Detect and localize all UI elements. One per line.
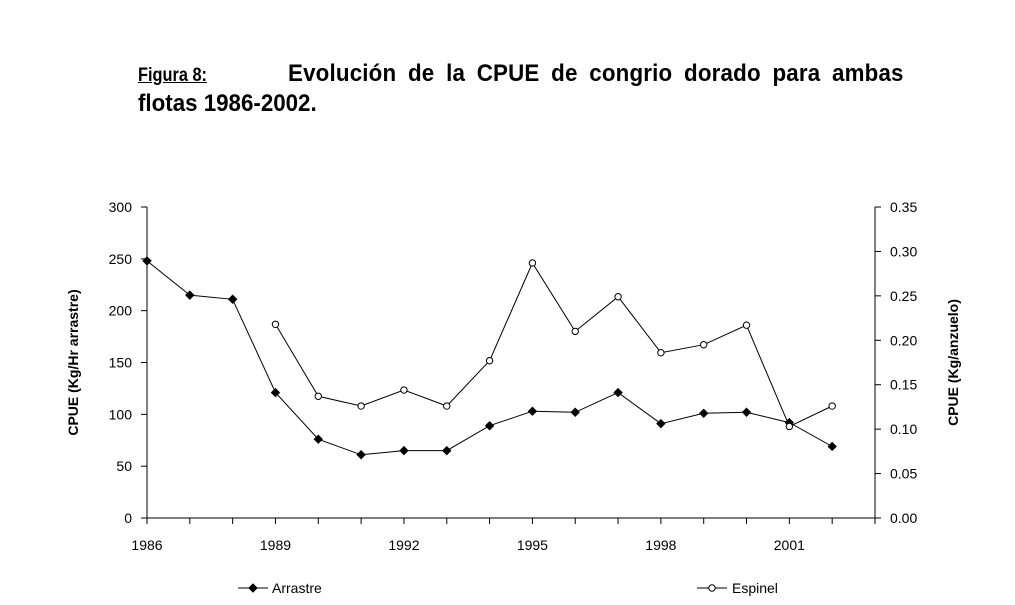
right-y-tick-label: 0.30 <box>890 243 917 259</box>
data-point-arrastre <box>399 445 409 456</box>
data-point-arrastre <box>442 445 452 456</box>
left-axis-title: CPUE (Kg/Hr arrastre) <box>65 289 81 435</box>
legend-label-arrastre: Arrastre <box>272 580 322 596</box>
left-y-tick-label: 100 <box>109 406 133 422</box>
series-line-espinel <box>275 261 833 428</box>
right-y-tick-label: 0.15 <box>890 377 917 393</box>
data-point-arrastre <box>827 441 837 452</box>
data-point-espinel <box>314 392 322 400</box>
caption-line-1: Figura 8: Evolución de la CPUE de congri… <box>138 60 950 88</box>
data-point-arrastre <box>270 387 281 398</box>
x-tick-label: 2001 <box>774 537 805 553</box>
left-y-tick-label: 250 <box>109 251 133 267</box>
figure-label: Figura 8: <box>138 65 208 86</box>
right-axis-title: CPUE (Kg/anzuelo) <box>945 299 961 426</box>
right-y-tick-label: 0.05 <box>890 466 917 482</box>
data-point-espinel <box>785 422 794 431</box>
data-point-arrastre <box>656 418 666 429</box>
data-point-espinel <box>614 293 622 301</box>
series-layer <box>142 256 837 460</box>
data-point-arrastre <box>570 407 580 417</box>
left-y-tick-label: 150 <box>109 355 133 371</box>
legend-marker-arrastre <box>248 583 258 593</box>
right-y-tick-label: 0.10 <box>890 421 917 437</box>
data-point-arrastre <box>313 434 324 444</box>
right-y-tick-label: 0.20 <box>890 332 917 348</box>
x-tick-label: 1986 <box>131 537 162 553</box>
legend-label-espinel: Espinel <box>732 580 778 596</box>
right-y-tick-label: 0.00 <box>890 510 917 526</box>
data-point-arrastre <box>356 450 366 460</box>
right-y-tick-label: 0.35 <box>890 199 917 215</box>
data-point-arrastre <box>613 387 623 398</box>
data-point-arrastre <box>227 294 238 304</box>
data-point-espinel <box>400 386 408 394</box>
left-y-tick-label: 200 <box>109 303 133 319</box>
data-point-espinel <box>528 259 537 267</box>
data-point-espinel <box>357 402 365 410</box>
data-point-arrastre <box>142 256 152 266</box>
axes: 0 50 100 150 200 250 300 0.00 0.05 0.10 0.15 0.20 0.… <box>65 199 961 553</box>
left-y-tick-label: 50 <box>116 458 132 474</box>
right-y-tick-label: 0.25 <box>890 288 917 304</box>
x-tick-label: 1998 <box>645 537 676 553</box>
x-tick-label: 1989 <box>260 537 291 553</box>
figure-title-line-2: flotas 1986-2002. <box>138 90 317 117</box>
data-point-arrastre <box>527 406 538 416</box>
data-point-espinel <box>485 357 494 365</box>
data-point-arrastre <box>484 421 495 431</box>
left-y-tick-label: 0 <box>124 510 132 526</box>
left-y-tick-label: 300 <box>109 199 133 215</box>
data-point-espinel <box>742 321 751 329</box>
legend-marker-espinel <box>708 584 716 592</box>
data-point-arrastre <box>741 407 752 417</box>
data-point-espinel <box>271 320 280 328</box>
data-point-arrastre <box>698 408 709 419</box>
data-point-espinel <box>657 349 665 357</box>
data-point-arrastre <box>185 290 195 300</box>
figure-title-line-1: Evolución de la CPUE de congrio dorado p… <box>288 60 904 87</box>
x-tick-label: 1992 <box>388 537 419 553</box>
data-point-espinel <box>700 341 708 349</box>
data-point-espinel <box>443 402 451 410</box>
data-point-espinel <box>828 402 836 410</box>
x-tick-label: 1995 <box>517 537 548 553</box>
figure-caption: Figura 8: Evolución de la CPUE de congri… <box>138 60 950 118</box>
legend: Arrastre Espinel <box>238 580 778 596</box>
data-point-espinel <box>571 327 579 336</box>
